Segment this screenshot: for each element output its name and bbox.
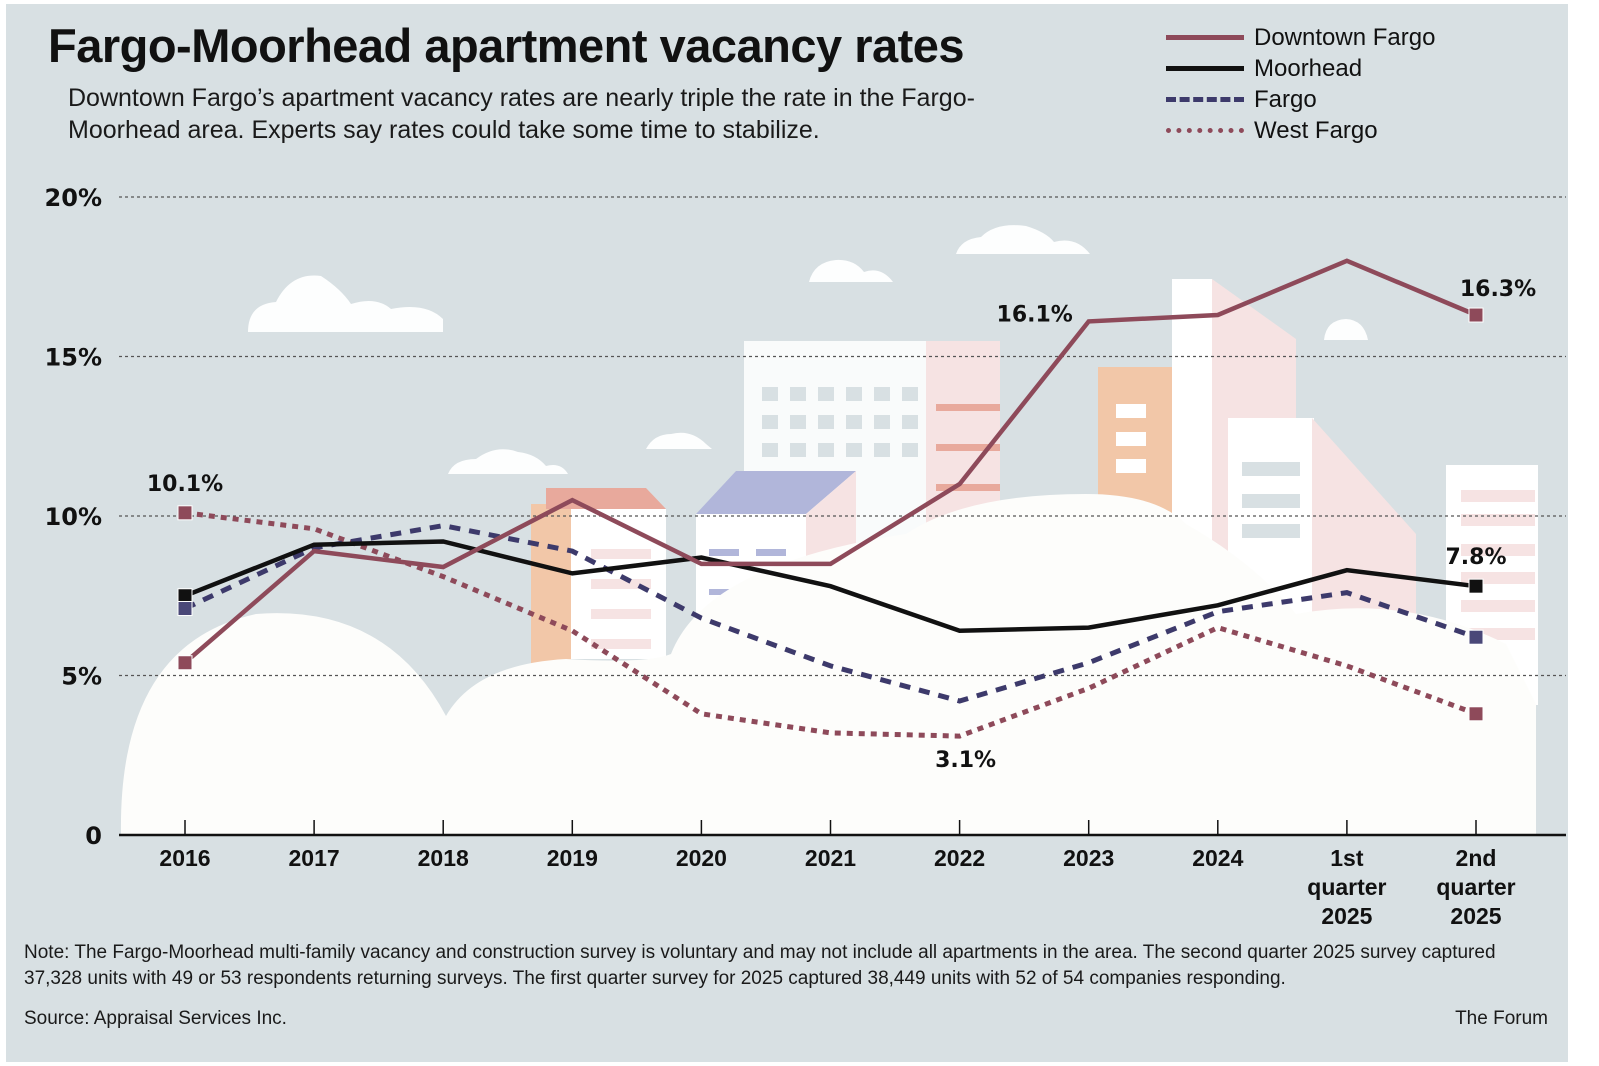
line-chart: 0 5% 10% 15% 20% 2016 2017 2018 2019 2020 2021 202… — [45, 184, 1566, 929]
legend-label: Downtown Fargo — [1254, 23, 1436, 51]
endpoint-marker — [177, 588, 193, 604]
legend-label: West Fargo — [1254, 116, 1378, 144]
x-tick-label: 2019 — [547, 845, 598, 871]
x-tick-label-line: 2025 — [1450, 903, 1501, 929]
legend-swatch — [1166, 35, 1244, 40]
annotation-group: 10.1% 16.1% 16.3% 7.8% 3.1% — [147, 277, 1536, 773]
x-tick-label: 2nd quarter 2025 — [1436, 845, 1515, 929]
legend-label: Fargo — [1254, 85, 1317, 113]
y-tick-label: 5% — [61, 663, 102, 691]
footnote: Note: The Fargo-Moorhead multi-family va… — [24, 942, 1496, 989]
legend-item: West Fargo — [1166, 115, 1435, 146]
x-tick-label-line: 2021 — [805, 845, 856, 871]
legend-swatch — [1166, 66, 1244, 71]
legend-swatch — [1166, 97, 1244, 102]
x-tick-label-line: 2018 — [418, 845, 469, 871]
endpoint-marker — [1468, 578, 1484, 594]
x-tick-label-line: 2nd — [1456, 845, 1497, 871]
legend-item: Fargo — [1166, 84, 1435, 115]
y-axis: 0 5% 10% 15% 20% — [45, 184, 102, 850]
cloud-icon — [809, 259, 893, 282]
x-tick-label: 2017 — [289, 845, 340, 871]
grid-lines — [119, 196, 1566, 677]
y-tick-label: 15% — [45, 344, 102, 372]
x-tick-label-line: 2020 — [676, 845, 727, 871]
series-group — [183, 258, 1477, 739]
legend-label: Moorhead — [1254, 54, 1363, 82]
series-line-fargo — [183, 523, 1477, 704]
series-line-downtown-fargo — [183, 258, 1477, 665]
data-label: 7.8% — [1445, 545, 1506, 570]
x-tick-label: 2018 — [418, 845, 469, 871]
x-tick-label-line: quarter — [1436, 874, 1515, 900]
y-tick-label: 20% — [45, 184, 102, 212]
x-tick-label-line: 2022 — [934, 845, 985, 871]
cloud-icon — [956, 225, 1090, 254]
endpoint-marker — [1468, 307, 1484, 323]
endpoint-marker — [1468, 706, 1484, 722]
x-tick-label: 2016 — [159, 845, 210, 871]
credit-text: The Forum — [1455, 1008, 1548, 1029]
data-label: 10.1% — [147, 472, 223, 497]
legend-swatch — [1166, 128, 1244, 133]
chart-subtitle: Downtown Fargo’s apartment vacancy rates… — [68, 84, 975, 144]
y-tick-label: 10% — [45, 503, 102, 531]
chart-frame: 0 5% 10% 15% 20% 2016 2017 2018 2019 2020 2021 202… — [6, 4, 1568, 1062]
x-tick-label: 2023 — [1063, 845, 1114, 871]
y-tick-label: 0 — [85, 822, 102, 850]
x-tick-label-line: 2024 — [1192, 845, 1243, 871]
data-label: 3.1% — [935, 748, 996, 773]
x-tick-label-line: 2017 — [289, 845, 340, 871]
cloud-icon — [646, 432, 712, 449]
x-tick-label-line: quarter — [1307, 874, 1386, 900]
endpoint-marker — [177, 601, 193, 617]
x-tick-label: 1st quarter 2025 — [1307, 845, 1386, 929]
endpoint-marker — [1468, 629, 1484, 645]
x-tick-label-line: 2023 — [1063, 845, 1114, 871]
source-text: Source: Appraisal Services Inc. — [24, 1008, 287, 1029]
series-line-moorhead — [184, 539, 1477, 634]
chart-title: Fargo-Moorhead apartment vacancy rates — [48, 19, 965, 72]
x-axis: 2016 2017 2018 2019 2020 2021 2022 2023 2024 1st q… — [119, 820, 1566, 929]
background-illustration — [120, 225, 1538, 835]
x-tick-label: 2021 — [805, 845, 856, 871]
data-label: 16.3% — [1460, 277, 1536, 302]
x-tick-label-line: 2025 — [1321, 903, 1372, 929]
endpoint-marker — [177, 655, 193, 671]
x-tick-label: 2024 — [1192, 845, 1243, 871]
legend: Downtown Fargo Moorhead Fargo West Fargo — [1166, 22, 1435, 146]
legend-item: Moorhead — [1166, 53, 1435, 84]
legend-item: Downtown Fargo — [1166, 22, 1435, 53]
data-label: 16.1% — [997, 302, 1073, 327]
x-tick-label-line: 2016 — [159, 845, 210, 871]
x-tick-label: 2022 — [934, 845, 985, 871]
marker-group — [177, 307, 1484, 722]
cloud-icon — [248, 275, 443, 332]
x-tick-label: 2020 — [676, 845, 727, 871]
cloud-icon — [448, 449, 568, 474]
cloud-icon — [1324, 319, 1368, 340]
endpoint-marker — [177, 505, 193, 521]
x-tick-label-line: 2019 — [547, 845, 598, 871]
x-tick-label-line: 1st — [1330, 845, 1364, 871]
